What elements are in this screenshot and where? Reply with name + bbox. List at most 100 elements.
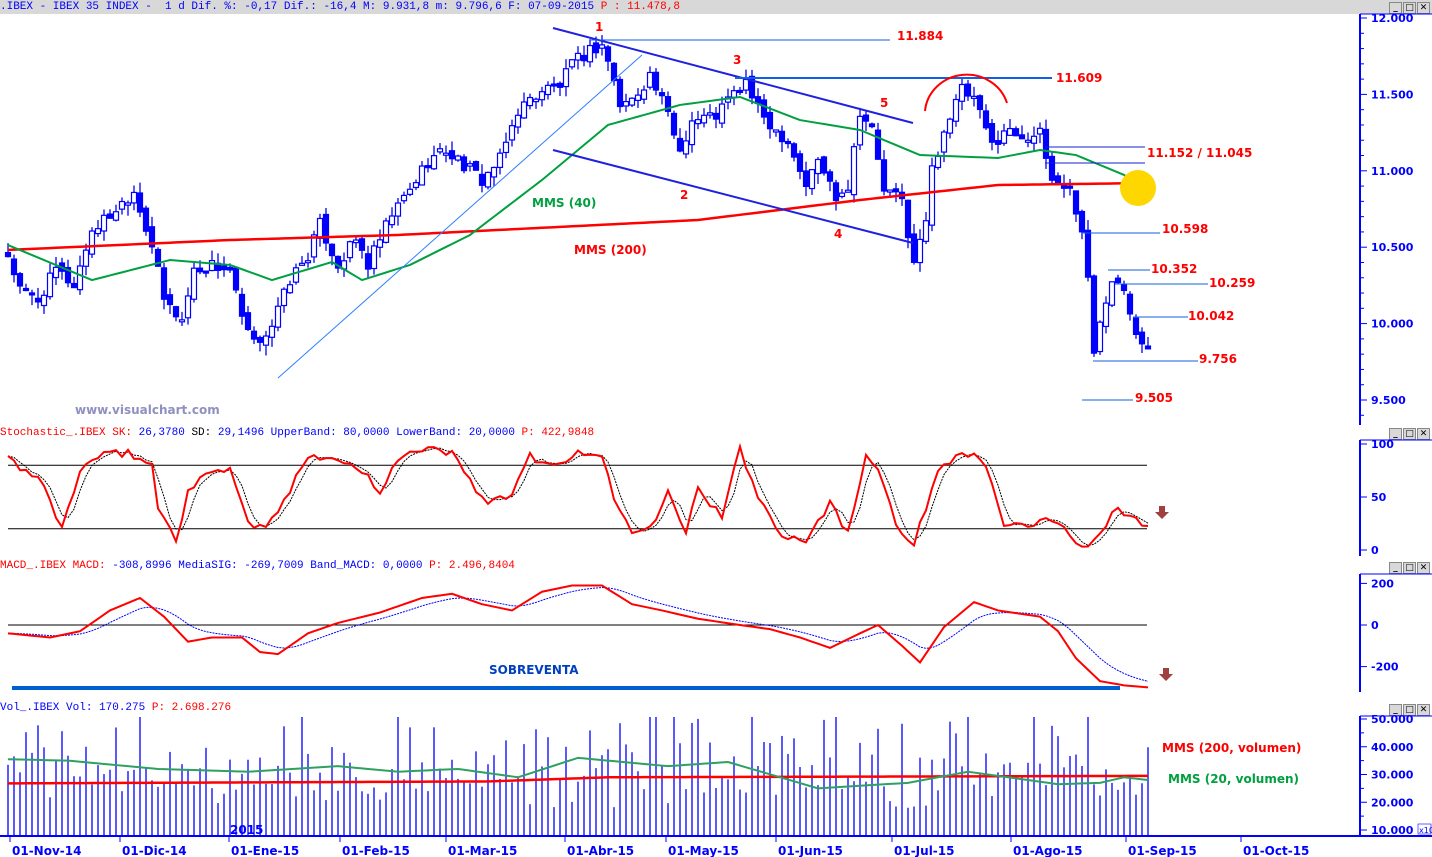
header-segment: Vol_.IBEX Vol: (0, 702, 93, 714)
header-segment: 29,1496 UpperBand: 80,0000 LowerBand: 20… (211, 427, 522, 439)
bearish-candle (460, 156, 468, 172)
bearish-candle (232, 267, 240, 291)
date-label: 01-Jun-15 (778, 844, 843, 857)
bullish-candle (484, 171, 492, 188)
bullish-candle (46, 272, 54, 298)
level-label-10042: 10.042 (1188, 309, 1234, 323)
channel-lower-line (552, 149, 914, 244)
level-label-9505: 9.505 (1135, 391, 1173, 405)
bullish-candle (454, 155, 462, 161)
bullish-candle (496, 152, 504, 169)
bearish-candle (880, 159, 888, 192)
bullish-candle (112, 211, 120, 221)
volume-tick-label: 50.000 (1371, 713, 1414, 726)
header-segment: 170.275 (92, 702, 152, 714)
bearish-candle (1012, 128, 1020, 137)
bearish-candle (1114, 277, 1122, 284)
bullish-candle (514, 114, 522, 128)
date-label: 01-Nov-14 (12, 844, 81, 857)
bullish-candle (1108, 281, 1116, 306)
bearish-candle (592, 42, 600, 54)
bearish-candle (472, 161, 480, 171)
bullish-candle (502, 141, 510, 154)
date-label: 01-Ago-15 (1013, 844, 1082, 857)
close-button[interactable]: ✕ (1417, 704, 1430, 716)
date-label: 01-Oct-15 (1243, 844, 1309, 857)
bearish-candle (910, 233, 918, 263)
stochastic-window-controls: _ □ ✕ (1389, 428, 1430, 440)
bullish-candle (886, 189, 894, 193)
bearish-candle (334, 255, 342, 269)
bearish-candle (748, 75, 756, 99)
bearish-candle (136, 192, 144, 213)
bearish-candle (550, 83, 558, 87)
header-segment: Stochastic_.IBEX SK: (0, 427, 133, 439)
bullish-candle (184, 295, 192, 319)
bearish-candle (1132, 317, 1140, 335)
maximize-button[interactable]: □ (1403, 704, 1416, 716)
bearish-candle (142, 207, 150, 232)
mms200-line (7, 181, 1149, 252)
bullish-candle (1024, 139, 1032, 143)
bullish-candle (436, 148, 444, 153)
volume-mms20-line (7, 756, 1149, 790)
wave-label-3: 3 (733, 53, 741, 67)
volume-mms20-label: MMS (20, volumen) (1168, 772, 1299, 786)
date-axis: 01-Nov-14 01-Dic-14 01-Ene-15 01-Feb-15 … (12, 844, 1309, 857)
bullish-candle (640, 89, 648, 100)
macd-down-arrow-icon (1159, 668, 1173, 681)
bullish-candle (940, 131, 948, 153)
mms200-label: MMS (200) (574, 243, 647, 257)
header-segment: 26,3780 (132, 427, 192, 439)
main-chart-header: .IBEX - IBEX 35 INDEX - 1 d Dif. %: -0,1… (0, 0, 680, 14)
minimize-button[interactable]: _ (1389, 428, 1402, 440)
stoch-sk-line (7, 442, 1149, 548)
bearish-candle (34, 297, 42, 303)
price-tick-label: 9.500 (1371, 394, 1406, 407)
bullish-candle (682, 140, 690, 155)
oversold-label: SOBREVENTA (489, 663, 579, 677)
bearish-candle (1084, 229, 1092, 278)
bearish-candle (22, 287, 30, 292)
bullish-candle (700, 114, 708, 124)
bullish-candle (520, 101, 528, 119)
bearish-candle (64, 266, 72, 284)
macd-header: MACD_.IBEX MACD: -308,8996 MediaSIG: -26… (0, 559, 515, 573)
bullish-candle (88, 230, 96, 255)
bearish-candle (994, 140, 1002, 145)
bullish-candle (118, 200, 126, 210)
date-label: 01-May-15 (668, 844, 739, 857)
bullish-candle (718, 103, 726, 124)
channel-upper-line (552, 27, 914, 124)
bearish-candle (1138, 331, 1146, 345)
bearish-candle (364, 253, 372, 270)
bearish-candle (322, 213, 330, 244)
bearish-candle (172, 306, 180, 318)
price-tick-label: 11.000 (1371, 165, 1414, 178)
bullish-candle (688, 120, 696, 146)
bearish-candle (892, 188, 900, 193)
bullish-candle (178, 319, 186, 323)
wave-label-1: 1 (595, 20, 603, 34)
axes (0, 13, 1432, 837)
bearish-candle (106, 213, 114, 219)
volume-scale-note: x10 (1419, 826, 1432, 835)
bullish-candle (40, 294, 48, 307)
bullish-candle (430, 155, 438, 170)
title-bar (0, 0, 1432, 14)
bearish-candle (220, 265, 228, 271)
bullish-candle (418, 165, 426, 186)
maximize-button[interactable]: □ (1403, 428, 1416, 440)
bullish-candle (298, 262, 306, 266)
bullish-candle (280, 288, 288, 307)
bullish-candle (346, 241, 354, 259)
bearish-candle (826, 171, 834, 182)
bearish-candle (790, 143, 798, 158)
bearish-candle (988, 123, 996, 143)
bearish-candle (250, 330, 258, 340)
bullish-candle (82, 249, 90, 267)
bearish-candle (676, 137, 684, 152)
level-label-10352: 10.352 (1151, 262, 1197, 276)
bullish-candle (466, 163, 474, 167)
